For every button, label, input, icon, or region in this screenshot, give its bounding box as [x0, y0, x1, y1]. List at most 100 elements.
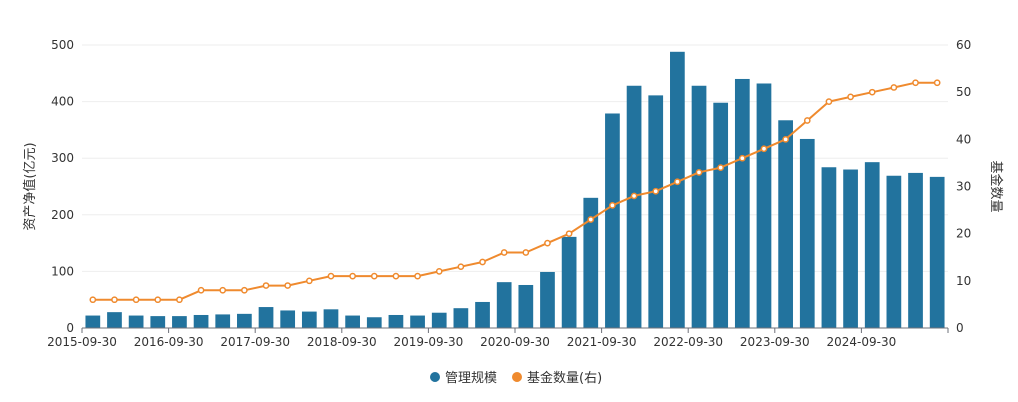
bar-2016-03-31[interactable] [128, 315, 144, 328]
bar-2015-12-31[interactable] [107, 312, 122, 328]
legend-marker-series-1[interactable] [512, 372, 522, 382]
point-2015-09-30[interactable] [89, 296, 97, 304]
point-2018-03-31[interactable] [305, 277, 313, 285]
bar-2024-06-30[interactable] [843, 169, 858, 328]
bar-2018-06-30[interactable] [323, 309, 339, 328]
point-2022-03-31[interactable] [652, 187, 660, 195]
bar-2020-06-30[interactable] [496, 282, 512, 328]
point-2019-06-30[interactable] [414, 272, 421, 280]
bar-2016-12-31[interactable] [193, 314, 209, 328]
bar-2020-03-31[interactable] [475, 301, 490, 328]
x-tick-label: 2023-09-30 [740, 335, 810, 349]
bar-2022-03-31[interactable] [648, 95, 664, 329]
bar-2019-06-30[interactable] [410, 315, 425, 328]
y-axis-left-title: 资产净值(亿元) [22, 142, 38, 230]
point-2024-06-30[interactable] [847, 93, 854, 101]
bar-2015-09-30[interactable] [85, 315, 101, 328]
point-2025-03-31[interactable] [912, 79, 919, 87]
bar-2021-12-31[interactable] [626, 85, 642, 328]
bar-2024-09-30[interactable] [864, 162, 880, 328]
point-2019-12-31[interactable] [457, 263, 465, 271]
x-tick-label: 2019-09-30 [394, 335, 464, 349]
x-tick-label: 2021-09-30 [567, 335, 637, 349]
point-2018-12-31[interactable] [370, 272, 378, 280]
point-2018-09-30[interactable] [349, 272, 356, 280]
x-tick-label: 2017-09-30 [220, 335, 290, 349]
x-tick-label: 2016-09-30 [134, 335, 204, 349]
bar-2020-12-31[interactable] [540, 271, 555, 328]
bar-2024-12-31[interactable] [886, 175, 902, 328]
point-2016-03-31[interactable] [132, 296, 140, 304]
point-2020-12-31[interactable] [544, 239, 551, 247]
bar-2016-09-30[interactable] [172, 316, 187, 328]
point-2019-09-30[interactable] [435, 268, 443, 275]
bar-2023-12-31[interactable] [799, 138, 815, 328]
point-2016-06-30[interactable] [154, 296, 162, 304]
point-2019-03-31[interactable] [392, 272, 400, 280]
bar-2021-09-30[interactable] [605, 113, 620, 329]
point-2021-03-31[interactable] [565, 230, 573, 238]
point-2020-06-30[interactable] [500, 249, 508, 256]
point-2022-06-30[interactable] [674, 178, 681, 186]
point-2016-12-31[interactable] [197, 286, 205, 294]
bar-2024-03-31[interactable] [821, 167, 837, 328]
point-2016-09-30[interactable] [176, 296, 183, 304]
point-2025-06-30[interactable] [933, 79, 941, 87]
bar-2018-03-31[interactable] [301, 311, 317, 328]
bar-2025-03-31[interactable] [908, 172, 923, 328]
point-2018-06-30[interactable] [327, 272, 335, 280]
bar-2016-06-30[interactable] [150, 316, 166, 328]
bar-2021-06-30[interactable] [583, 197, 599, 328]
point-2021-06-30[interactable] [587, 216, 595, 223]
bar-2022-12-31[interactable] [713, 102, 729, 329]
point-2024-03-31[interactable] [825, 98, 833, 105]
bar-2019-09-30[interactable] [431, 312, 447, 328]
legend-marker-series-0[interactable] [430, 372, 440, 382]
bar-2023-06-30[interactable] [756, 83, 772, 328]
point-2017-09-30[interactable] [262, 282, 270, 289]
point-2015-12-31[interactable] [111, 296, 118, 304]
point-2023-06-30[interactable] [760, 145, 768, 153]
point-2017-06-30[interactable] [241, 286, 248, 294]
bar-2020-09-30[interactable] [518, 284, 534, 328]
bar-2022-06-30[interactable] [670, 51, 685, 329]
point-2021-09-30[interactable] [609, 202, 616, 209]
bar-2025-06-30[interactable] [929, 176, 945, 328]
point-2024-09-30[interactable] [868, 88, 876, 96]
point-2021-12-31[interactable] [630, 192, 638, 200]
bar-2023-09-30[interactable] [778, 120, 793, 328]
bar-2022-09-30[interactable] [691, 85, 707, 328]
legend: 管理规模 基金数量(右) [430, 370, 602, 386]
bar-2017-03-31[interactable] [215, 314, 231, 328]
y-right-tick-label: 10 [956, 274, 971, 288]
point-2024-12-31[interactable] [890, 84, 898, 91]
line-series [92, 81, 938, 301]
bar-2018-09-30[interactable] [345, 315, 360, 328]
legend-label-series-1[interactable]: 基金数量(右) [527, 370, 602, 386]
bar-2018-12-31[interactable] [366, 317, 382, 328]
point-2020-09-30[interactable] [522, 249, 530, 256]
bar-2017-06-30[interactable] [237, 313, 252, 328]
bar-2019-03-31[interactable] [388, 314, 404, 328]
point-2023-03-31[interactable] [738, 154, 746, 162]
y-left-tick-label: 100 [51, 264, 74, 278]
y-right-tick-label: 60 [956, 38, 971, 52]
bar-2023-03-31[interactable] [734, 78, 750, 329]
x-tick-label: 2018-09-30 [307, 335, 377, 349]
point-2022-12-31[interactable] [717, 164, 725, 171]
line-fund-count [92, 81, 938, 301]
point-2017-12-31[interactable] [284, 282, 292, 289]
point-2022-09-30[interactable] [695, 169, 703, 176]
point-2023-09-30[interactable] [782, 135, 789, 143]
bar-2017-12-31[interactable] [280, 310, 296, 328]
point-2017-03-31[interactable] [219, 286, 227, 294]
point-2023-12-31[interactable] [803, 117, 811, 124]
legend-label-series-0[interactable]: 管理规模 [445, 371, 497, 386]
bar-2021-03-31[interactable] [561, 236, 577, 328]
bar-2017-09-30[interactable] [258, 307, 274, 328]
y-left-tick-label: 400 [51, 95, 74, 109]
point-2020-03-31[interactable] [479, 258, 486, 266]
bar-2019-12-31[interactable] [453, 308, 469, 328]
